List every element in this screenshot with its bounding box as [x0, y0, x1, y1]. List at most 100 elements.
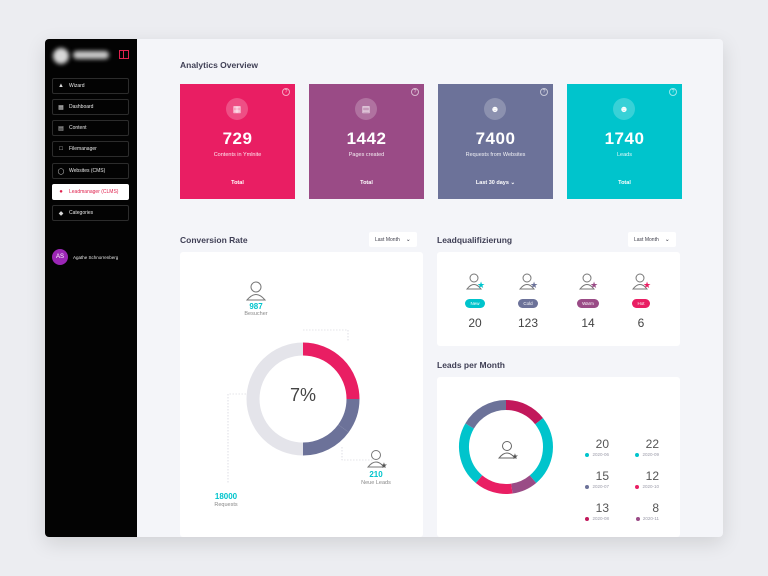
- logo-icon: [53, 48, 69, 64]
- badge-new: New: [465, 299, 485, 308]
- stat-label: Contents in Ymlnite: [213, 152, 262, 158]
- user-star-icon: ★: [631, 272, 651, 292]
- collapse-sidebar-icon[interactable]: [119, 50, 129, 59]
- pages-icon: ▤: [355, 98, 377, 120]
- leads-month-entry: 22 2020-09: [613, 437, 659, 457]
- svg-text:★: ★: [477, 280, 485, 290]
- legend-dot: [585, 516, 590, 521]
- legend-dot: [635, 452, 640, 457]
- layout-icon: ▦: [226, 98, 248, 120]
- leadqual-value: 123: [517, 316, 539, 330]
- conversion-period-dropdown[interactable]: Last Month ⌄: [369, 232, 417, 247]
- badge-cold: Cold: [518, 299, 538, 308]
- leads-per-month-title: Leads per Month: [437, 360, 506, 370]
- stat-value: 7400: [475, 129, 516, 148]
- user-name: Agathe Schnorrenberg: [73, 254, 119, 260]
- help-icon[interactable]: ?: [282, 88, 290, 96]
- sidebar-item-wizard[interactable]: ▲ Wizard: [52, 78, 129, 94]
- stat-footer: Total: [231, 180, 244, 186]
- leads-month-entry: 8 2020-11: [613, 501, 659, 521]
- badge-warm: Warm: [577, 299, 599, 308]
- leads-month-segment-4: [459, 423, 483, 484]
- help-icon[interactable]: ?: [540, 88, 548, 96]
- leadqual-item-warm[interactable]: ★ Warm 14: [568, 272, 608, 330]
- leads-month-chart: ★: [459, 400, 553, 494]
- conversion-chart: ★: [227, 281, 388, 484]
- user-profile[interactable]: AS Agathe Schnorrenberg: [52, 249, 118, 265]
- stat-card-leads[interactable]: ? ☻ 1740 Leads Total: [567, 84, 682, 199]
- help-icon[interactable]: ?: [669, 88, 677, 96]
- svg-text:★: ★: [511, 452, 518, 461]
- new-leads-label: Neue Leads: [361, 480, 391, 486]
- conversion-percent: 7%: [289, 385, 316, 405]
- sidebar-item-dashboard[interactable]: ▦ Dashboard: [52, 99, 129, 115]
- users-icon: ●: [59, 189, 63, 195]
- leadqual-value: 20: [468, 316, 482, 330]
- dashboard-grid-icon: ▦: [58, 104, 64, 111]
- leads-month-segment-5: [465, 400, 507, 429]
- chevron-down-icon: ⌄: [510, 180, 516, 186]
- main-content: Analytics Overview ? ▦ 729 Contents in Y…: [137, 39, 723, 537]
- conversion-title: Conversion Rate: [180, 235, 248, 245]
- chevron-down-icon: ⌄: [405, 237, 411, 243]
- leadqual-item-new[interactable]: ★ New 20: [455, 272, 495, 330]
- leads-month-entry: 20 2020-06: [563, 437, 609, 457]
- leads-month-entry: 15 2020-07: [563, 469, 609, 489]
- tag-icon: ◆: [58, 210, 64, 217]
- conversion-segment-1: [338, 398, 360, 433]
- visitors-label: Besucher: [244, 311, 268, 317]
- stat-card-contents[interactable]: ? ▦ 729 Contents in Ymlnite Total: [180, 84, 295, 199]
- sidebar-item-content[interactable]: ▤ Content: [52, 120, 129, 136]
- content-icon: ▤: [58, 125, 64, 132]
- stat-label: Requests from Websites: [465, 152, 526, 158]
- stat-label: Pages created: [348, 152, 385, 158]
- chevron-down-icon: ⌄: [664, 237, 670, 243]
- leadqual-value: 6: [637, 316, 645, 330]
- leads-month-segment-2: [510, 475, 537, 494]
- logo-text-blurred: [73, 51, 109, 59]
- sidebar-item-websites[interactable]: ◯ Websites (CMS): [52, 163, 129, 179]
- help-icon[interactable]: ?: [411, 88, 419, 96]
- conversion-segment-3: [246, 342, 304, 456]
- visitors-value: 987: [249, 302, 263, 311]
- legend-dot: [585, 452, 590, 457]
- connector-line: [341, 447, 373, 461]
- leads-month-entry: 12 2020-10: [613, 469, 659, 489]
- sidebar-item-filemanager[interactable]: □ Filemanager: [52, 141, 129, 157]
- leadqual-panel: ★ New 20 ★ Cold 123 ★ Warm 14 ★ Hot 6: [437, 252, 680, 346]
- sidebar-item-leadmanager[interactable]: ● Leadmanager (CLMS): [52, 184, 129, 200]
- stat-footer: Total: [618, 180, 631, 186]
- stat-label: Leads: [617, 152, 632, 158]
- leads-month-entry: 13 2020-08: [563, 501, 609, 521]
- connector-line: [227, 393, 246, 484]
- graduation-cap-icon: ▲: [58, 83, 64, 89]
- stat-card-requests[interactable]: ? ☻ 7400 Requests from Websites Last 30 …: [438, 84, 553, 199]
- user-star-icon: ★: [497, 441, 519, 461]
- connector-line: [303, 329, 349, 342]
- user-star-icon: ★: [465, 272, 485, 292]
- leads-month-segment-3: [475, 475, 513, 494]
- svg-text:★: ★: [380, 461, 387, 470]
- period-dropdown[interactable]: Last 30 days ⌄: [475, 180, 516, 186]
- stat-card-pages[interactable]: ? ▤ 1442 Pages created Total: [309, 84, 424, 199]
- leadqual-title: Leadqualifizierung: [437, 235, 513, 245]
- leadqual-item-cold[interactable]: ★ Cold 123: [508, 272, 548, 330]
- legend-dot: [585, 484, 590, 489]
- lead-user-icon: ☻: [613, 98, 635, 120]
- sidebar-item-categories[interactable]: ◆ Categories: [52, 205, 129, 221]
- leads-per-month-panel: ★ 20 2020-06 22 2020-09 15 2020-07 12 2020-1…: [437, 377, 680, 537]
- stat-value: 1442: [346, 129, 387, 148]
- avatar: AS: [52, 249, 68, 265]
- badge-hot: Hot: [632, 299, 650, 308]
- requests-value: 18000: [214, 492, 238, 501]
- conversion-panel: ★ 7% 987 Besucher 210 Neue Leads 18000 R…: [180, 252, 423, 537]
- conversion-donut: [246, 342, 360, 456]
- svg-text:★: ★: [530, 280, 538, 290]
- requests-label: Requests: [214, 502, 238, 508]
- conversion-segment-2: [302, 424, 349, 456]
- leadqual-period-dropdown[interactable]: Last Month ⌄: [628, 232, 676, 247]
- leads-month-segment-0: [505, 400, 544, 425]
- visitor-user-icon: [245, 281, 267, 301]
- sidebar: ▲ Wizard ▦ Dashboard ▤ Content □ Filemanager…: [45, 39, 137, 537]
- leadqual-item-hot[interactable]: ★ Hot 6: [621, 272, 661, 330]
